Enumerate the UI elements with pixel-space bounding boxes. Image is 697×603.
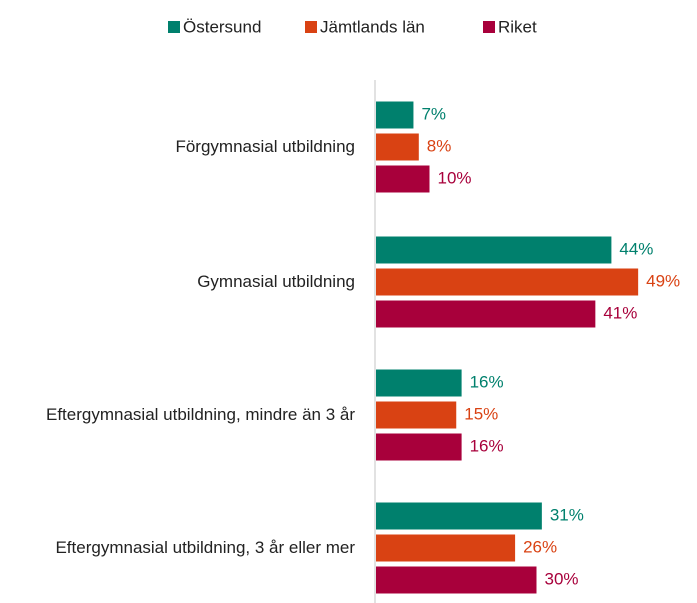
bar xyxy=(376,236,612,264)
bar xyxy=(376,165,430,193)
bar xyxy=(376,566,537,594)
bar xyxy=(376,433,462,461)
bar xyxy=(376,401,457,429)
bar xyxy=(376,534,516,562)
data-label: 41% xyxy=(603,303,637,322)
bar xyxy=(376,133,419,161)
legend-label: Riket xyxy=(498,17,537,36)
legend-label: Östersund xyxy=(183,17,261,36)
legend-label: Jämtlands län xyxy=(320,17,425,36)
category-label: Förgymnasial utbildning xyxy=(175,137,355,156)
data-label: 26% xyxy=(523,537,557,556)
data-label: 31% xyxy=(550,505,584,524)
bar xyxy=(376,369,462,397)
data-label: 7% xyxy=(421,104,446,123)
bar xyxy=(376,300,596,328)
bar xyxy=(376,101,414,129)
legend-swatch xyxy=(168,21,180,33)
data-label: 16% xyxy=(470,436,504,455)
category-label: Eftergymnasial utbildning, 3 år eller me… xyxy=(55,538,355,557)
bar xyxy=(376,502,542,530)
category-label: Gymnasial utbildning xyxy=(197,272,355,291)
data-label: 8% xyxy=(427,136,452,155)
data-label: 30% xyxy=(545,569,579,588)
data-label: 16% xyxy=(470,372,504,391)
data-label: 10% xyxy=(438,168,472,187)
data-label: 49% xyxy=(646,271,680,290)
data-label: 15% xyxy=(464,404,498,423)
bar xyxy=(376,268,639,296)
category-label: Eftergymnasial utbildning, mindre än 3 å… xyxy=(46,405,355,424)
data-label: 44% xyxy=(619,239,653,258)
legend-swatch xyxy=(305,21,317,33)
legend-swatch xyxy=(483,21,495,33)
